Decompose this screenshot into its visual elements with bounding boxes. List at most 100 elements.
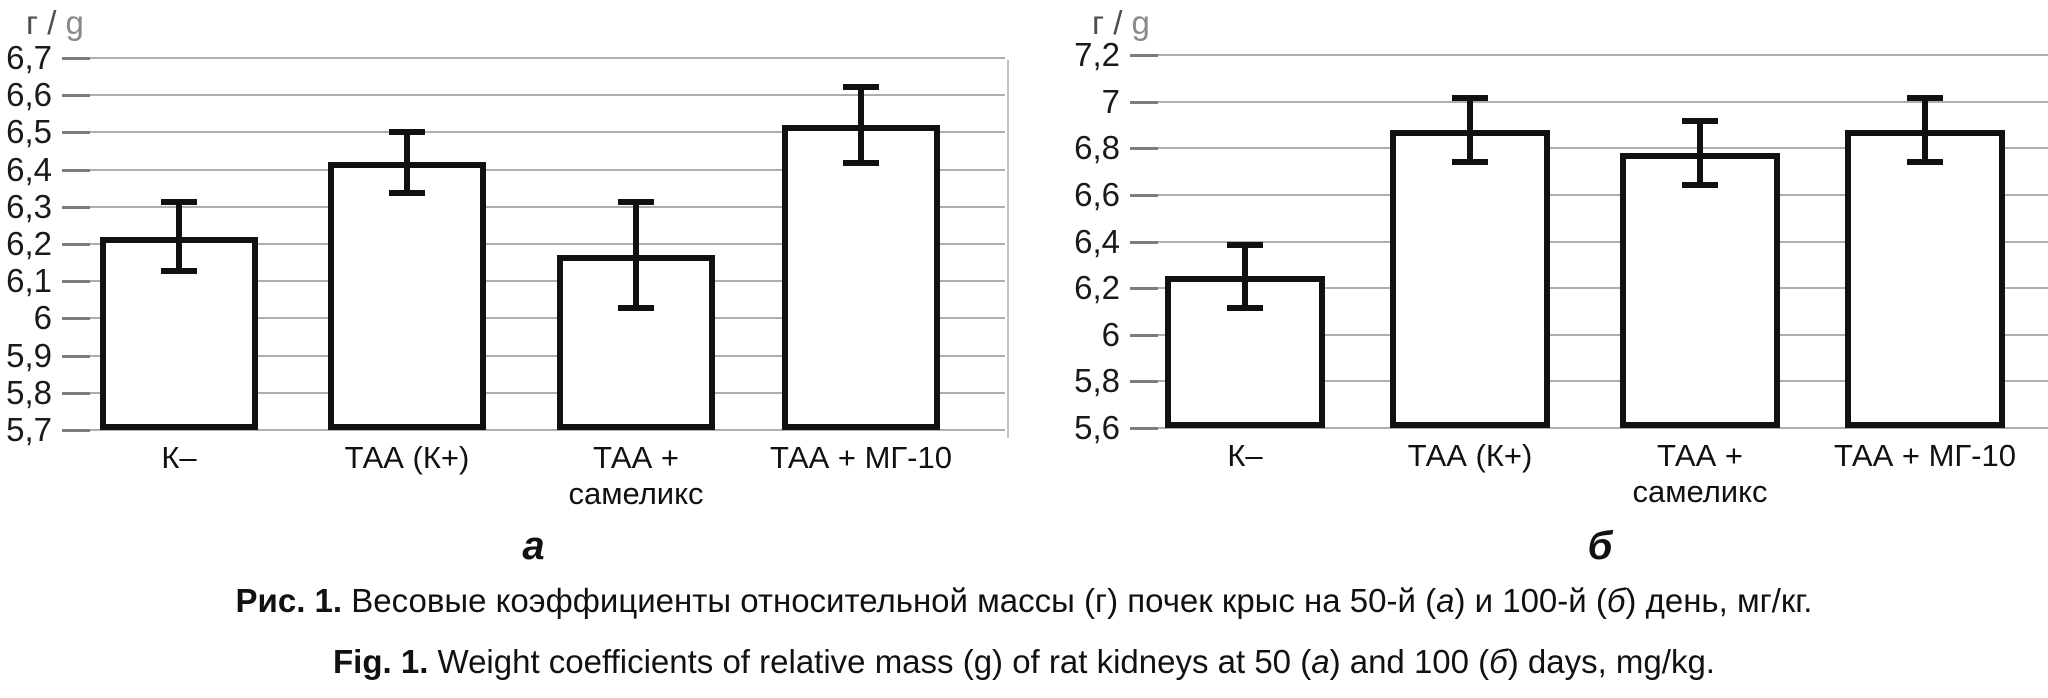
bar-1 (100, 237, 258, 430)
caption-ru-text3: ) день, мг/кг. (1625, 582, 1813, 619)
y-axis-tick (1130, 334, 1158, 337)
error-bar-cap-top (389, 128, 425, 135)
bar-3 (1620, 153, 1780, 428)
y-axis-tick (62, 57, 90, 60)
gridline (1130, 54, 2048, 56)
caption-ru-label: Рис. 1. (235, 582, 343, 619)
gridline (1130, 380, 2048, 382)
error-bar-cap-top (161, 199, 197, 206)
error-bar-line (404, 128, 410, 196)
y-tick-label: 6 (1101, 316, 1120, 353)
x-category-label-line: ТАА + (593, 440, 679, 475)
gridline (62, 94, 1005, 96)
x-category-label: ТАА + МГ-10 (721, 440, 1001, 476)
y-tick-label: 6 (33, 299, 52, 336)
chart-panel-day100: г / g 7,2 7 6,8 6,6 6,4 6,2 6 5,8 5,6 К– ТАА (К+) Т… (1030, 0, 2048, 575)
y-tick-label: 5,8 (6, 374, 52, 411)
error-bar-cap-bottom (618, 304, 654, 311)
y-axis-tick (1130, 194, 1158, 197)
error-bar-cap-bottom (1227, 305, 1263, 312)
gridline (1130, 241, 2048, 243)
y-tick-label: 6,8 (1074, 129, 1120, 166)
x-category-label: ТАА + самеликс (496, 440, 776, 512)
error-bar-line (1242, 241, 1248, 312)
y-axis-tick (62, 131, 90, 134)
x-category-label: ТАА + самеликс (1560, 438, 1840, 510)
error-bar-line (1467, 94, 1473, 165)
y-axis-tick (1130, 380, 1158, 383)
caption-ru-letter-a: а (1436, 582, 1455, 619)
y-axis-title: г / g (26, 4, 84, 42)
y-axis-tick (62, 169, 90, 172)
y-axis-tick (62, 243, 90, 246)
y-axis-tick (1130, 147, 1158, 150)
y-axis-tick (62, 206, 90, 209)
error-bar-cap-bottom (1907, 158, 1943, 165)
y-tick-label: 7 (1101, 83, 1120, 120)
gridline (1130, 334, 2048, 336)
error-bar-cap-top (1682, 117, 1718, 124)
y-tick-label: 7,2 (1074, 36, 1120, 73)
caption-en-label: Fig. 1. (333, 643, 429, 680)
x-category-label: ТАА (К+) (267, 440, 547, 476)
x-category-label-line: самеликс (568, 476, 704, 511)
gridline (1130, 194, 2048, 196)
y-axis-tick (62, 280, 90, 283)
y-axis-tick (1130, 101, 1158, 104)
gridline (62, 57, 1005, 59)
y-axis-title-text: г / (26, 4, 66, 41)
gridline (62, 169, 1005, 171)
error-bar-cap-top (843, 84, 879, 91)
caption-en-text1: Weight coefficients of relative mass (g)… (428, 643, 1312, 680)
plot-area-day100: 7,2 7 6,8 6,6 6,4 6,2 6 5,8 5,6 К– ТАА (К+) ТАА + са… (1074, 36, 2048, 509)
error-bar-cap-bottom (389, 189, 425, 196)
y-tick-label: 5,6 (1074, 409, 1120, 446)
caption-en-letter-b: б (1489, 643, 1508, 680)
gridline (62, 243, 1005, 245)
y-axis-title-unit: g (1131, 4, 1150, 41)
caption-en-letter-a: а (1311, 643, 1330, 680)
y-tick-label: 6,4 (6, 151, 52, 188)
gridline (62, 429, 1005, 431)
x-category-label: ТАА (К+) (1330, 438, 1610, 474)
y-axis-tick (1130, 241, 1158, 244)
error-bar-cap-top (1452, 94, 1488, 101)
gridline (62, 206, 1005, 208)
panel-letter-a: а (522, 524, 545, 568)
caption-en-text3: ) days, mg/kg. (1507, 643, 1715, 680)
y-tick-label: 6,6 (1074, 176, 1120, 213)
y-tick-label: 6,1 (6, 262, 52, 299)
bar-2 (1390, 130, 1550, 428)
panel-letter-b: б (1587, 524, 1613, 568)
error-bar-cap-top (1907, 94, 1943, 101)
error-bar-line (1697, 117, 1703, 188)
gridline (1130, 427, 2048, 429)
y-tick-label: 5,9 (6, 337, 52, 374)
caption-russian: Рис. 1. Весовые коэффициенты относительн… (0, 582, 2048, 620)
y-axis-tick (1130, 54, 1158, 57)
error-bar-line (176, 199, 182, 274)
caption-ru-text2: ) и 100-й ( (1454, 582, 1607, 619)
error-bar-cap-top (618, 199, 654, 206)
gridline (1130, 147, 2048, 149)
y-axis-tick (1130, 427, 1158, 430)
gridline (62, 355, 1005, 357)
caption-english: Fig. 1. Weight coefficients of relative … (0, 643, 2048, 681)
y-axis-tick (62, 317, 90, 320)
caption-ru-letter-b: б (1606, 582, 1626, 619)
x-category-label-line: ТАА + МГ-10 (769, 440, 952, 475)
y-axis-tick (62, 94, 90, 97)
bar-2 (328, 162, 486, 430)
y-tick-label: 6,2 (1074, 269, 1120, 306)
y-axis-tick (62, 392, 90, 395)
x-category-label-line: К– (1227, 438, 1263, 473)
error-bar-cap-bottom (1682, 181, 1718, 188)
error-bar-cap-top (1227, 241, 1263, 248)
bar-4 (782, 125, 940, 430)
y-axis-tick (62, 429, 90, 432)
gridline (62, 317, 1005, 319)
gridline (62, 131, 1005, 133)
x-category-label-line: ТАА (К+) (344, 440, 470, 475)
error-bar-cap-bottom (1452, 158, 1488, 165)
